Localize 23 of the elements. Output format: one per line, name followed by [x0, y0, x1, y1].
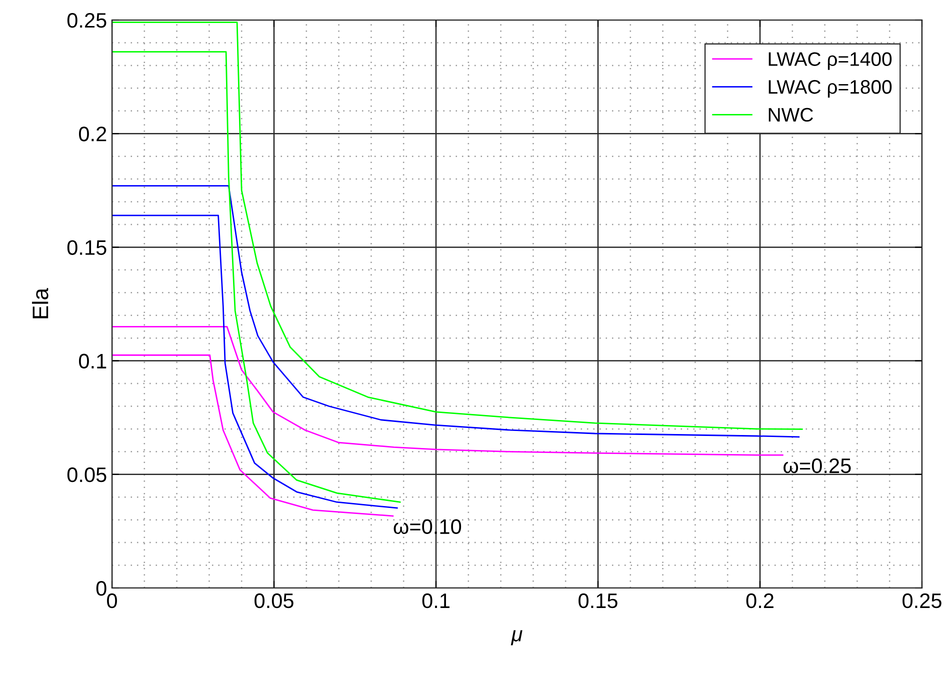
legend-label: LWAC ρ=1800	[768, 80, 892, 98]
y-axis-title: Ela	[32, 288, 48, 318]
annotation: ω=0.25	[784, 458, 851, 474]
line-series	[112, 185, 800, 438]
line-series	[112, 354, 394, 517]
line-series	[112, 214, 398, 509]
y-tick-label: 0.2	[78, 126, 106, 142]
x-tick-label: 0	[107, 593, 117, 608]
legend-label: LWAC ρ=1400	[768, 52, 892, 70]
y-tick-label: 0.25	[67, 13, 106, 28]
x-tick-label: 0.2	[746, 593, 774, 608]
legend-label: NWC	[768, 108, 813, 122]
x-tick-label: 0.25	[902, 593, 942, 608]
x-tick-label: 0.15	[578, 593, 618, 608]
y-tick-label: 0.1	[78, 354, 106, 369]
line-series	[112, 51, 401, 503]
x-axis-title: μ	[510, 630, 522, 646]
line-series	[112, 326, 784, 456]
x-tick-label: 0.1	[422, 593, 450, 608]
y-tick-label: 0.05	[67, 467, 106, 482]
x-tick-label: 0.05	[254, 593, 294, 608]
y-tick-label: 0	[96, 581, 106, 596]
y-tick-label: 0.15	[67, 240, 106, 255]
